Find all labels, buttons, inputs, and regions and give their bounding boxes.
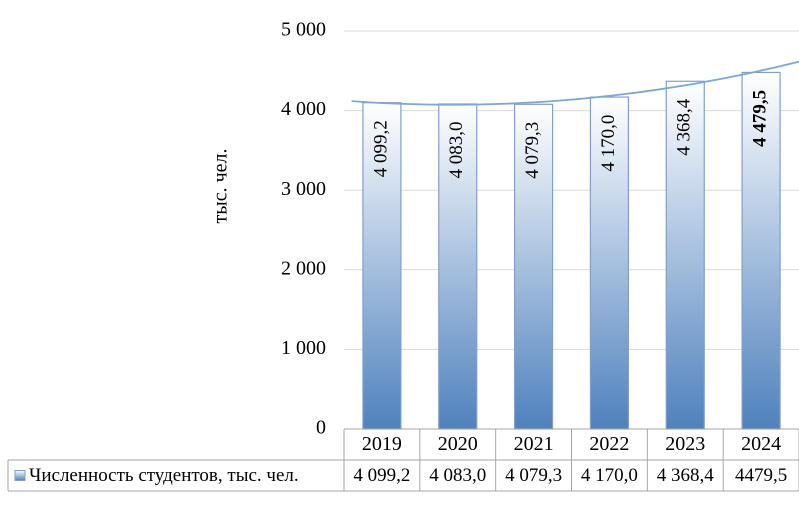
y-axis-label: тыс. чел.: [210, 149, 232, 224]
y-axis-ticks: 0 1 000 2 000 3 000 4 000 5 000: [281, 19, 326, 439]
table-value-cell: 4 083,0: [429, 465, 486, 486]
x-category-label: 2023: [665, 433, 705, 455]
bar: [513, 103, 554, 430]
bar: [438, 103, 478, 430]
series-name-label: Численность студентов, тыс. чел.: [29, 465, 299, 486]
y-tick-label: 2 000: [281, 257, 326, 279]
table-value-cell: 4 368,4: [657, 465, 715, 486]
gridlines: [344, 30, 799, 430]
bar-data-label: 4 083,0: [446, 121, 467, 178]
bar-data-label: 4 099,2: [370, 120, 391, 177]
y-tick-label: 4 000: [281, 98, 326, 120]
bar: [665, 80, 705, 430]
trend-line: [351, 60, 799, 106]
bar-data-label: 4 079,3: [522, 122, 543, 179]
legend-key: [14, 470, 26, 481]
x-category-label: 2019: [362, 433, 402, 455]
y-tick-label: 0: [316, 417, 326, 439]
y-tick-label: 3 000: [281, 178, 326, 200]
bar: [741, 71, 781, 430]
table-value-cell: 4479,5: [735, 465, 787, 486]
table-value-cell: 4 170,0: [581, 465, 638, 486]
x-category-label: 2024: [741, 433, 781, 455]
x-category-label: 2020: [438, 433, 478, 455]
bar: [589, 96, 630, 430]
bars: 4 099,2 4 083,0 4 079,3 4 170,0 4 368,4 4 479…: [362, 71, 781, 430]
x-category-label: 2021: [514, 433, 554, 455]
y-tick-label: 1 000: [281, 337, 326, 359]
bar-data-label: 4 170,0: [598, 115, 619, 172]
data-table: 2019 4 099,2 2020 4 083,0 2021 4 079,3 2022 4 1…: [7, 428, 799, 492]
y-tick-label: 5 000: [281, 19, 326, 41]
bar-data-label: 4 479,5: [749, 90, 770, 147]
bar-data-label: 4 368,4: [674, 98, 695, 156]
x-category-label: 2022: [589, 433, 629, 455]
table-value-cell: 4 099,2: [353, 465, 410, 486]
table-value-cell: 4 079,3: [505, 465, 562, 486]
